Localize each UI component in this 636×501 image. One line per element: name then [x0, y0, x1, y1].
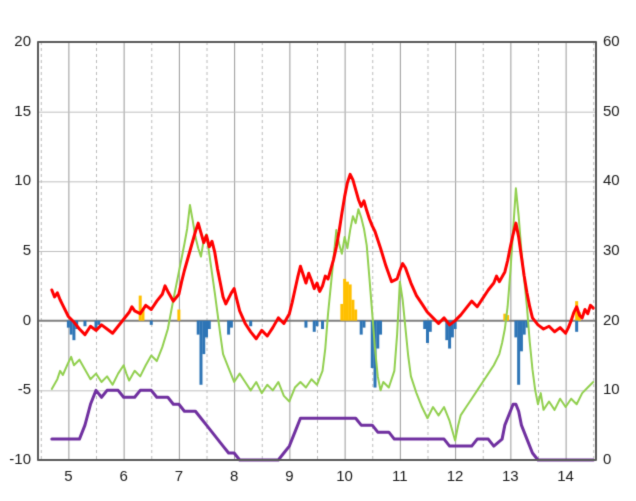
weather-chart-panel: 積雪以外 本荘 積雪 — [0, 0, 636, 501]
chart-plot-area — [0, 0, 636, 501]
